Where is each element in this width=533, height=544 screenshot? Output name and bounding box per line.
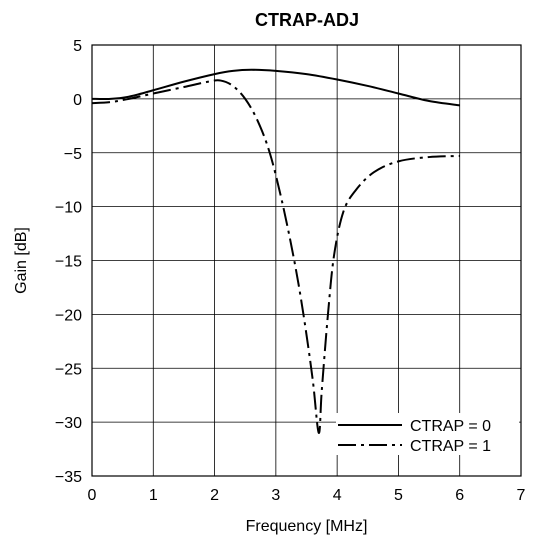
tick-labels: 0 1 2 3 4 5 6 7 5 0 −5 −10 −15 −20 −25 −30 −35 — [55, 38, 526, 504]
y-tick-label: −15 — [55, 254, 82, 271]
x-tick-label: 4 — [333, 487, 342, 504]
x-tick-label: 2 — [210, 487, 219, 504]
y-tick-label: −35 — [55, 469, 82, 486]
y-tick-label: −25 — [55, 361, 82, 378]
x-tick-label: 6 — [455, 487, 464, 504]
chart-title: CTRAP-ADJ — [255, 10, 359, 30]
series-lines — [91, 68, 460, 434]
y-tick-label: −20 — [55, 307, 82, 324]
grid — [91, 44, 522, 477]
y-tick-label: 5 — [73, 38, 82, 55]
x-tick-label: 1 — [149, 487, 158, 504]
y-axis-label: Gain [dB] — [13, 227, 30, 294]
x-tick-label: 0 — [88, 487, 97, 504]
y-tick-label: −10 — [55, 200, 82, 217]
legend-label: CTRAP = 0 — [410, 418, 491, 435]
y-tick-label: 0 — [73, 92, 82, 109]
series-line-ctrap-1 — [91, 79, 460, 434]
legend-label: CTRAP = 1 — [410, 438, 491, 455]
x-tick-label: 3 — [271, 487, 280, 504]
legend: CTRAP = 0 CTRAP = 1 — [336, 413, 519, 455]
y-tick-label: −30 — [55, 415, 82, 432]
series-line-ctrap-0 — [91, 68, 460, 107]
x-tick-label: 5 — [394, 487, 403, 504]
x-axis-label: Frequency [MHz] — [246, 518, 368, 535]
y-tick-label: −5 — [64, 146, 82, 163]
plot-frame — [91, 44, 522, 477]
legend-box — [336, 413, 519, 455]
x-tick-label: 7 — [517, 487, 526, 504]
